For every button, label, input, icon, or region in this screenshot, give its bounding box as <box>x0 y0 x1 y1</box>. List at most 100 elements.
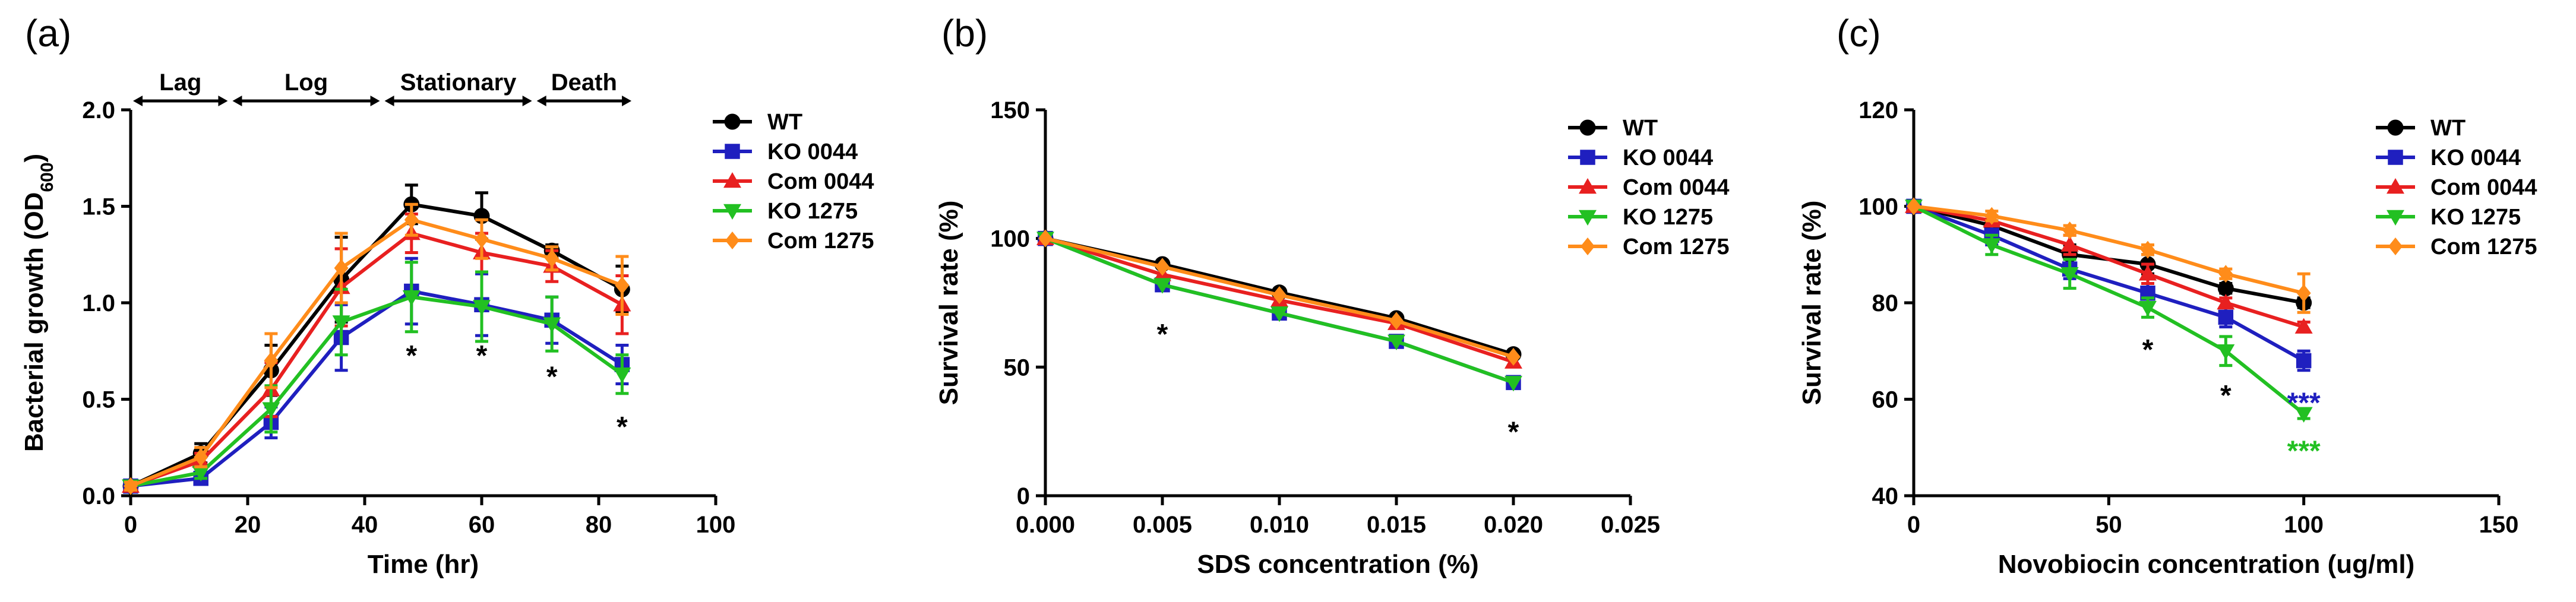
x-tick-label: 100 <box>696 512 736 538</box>
data-point <box>2218 309 2234 325</box>
data-point <box>2060 236 2079 252</box>
data-point <box>613 367 631 384</box>
x-tick-label: 80 <box>586 512 612 538</box>
significance-mark: * <box>546 362 558 393</box>
y-tick-label: 2.0 <box>82 97 115 123</box>
y-tick-label: 0 <box>1017 483 1030 509</box>
legend-marker <box>2387 210 2404 226</box>
y-axis-label: Bacterial growth (OD600) <box>20 154 57 452</box>
data-point <box>1506 348 1521 366</box>
data-point <box>1504 376 1522 392</box>
series-line <box>129 218 623 488</box>
legend-marker <box>725 144 740 159</box>
x-axis-label: SDS concentration (%) <box>1197 550 1478 579</box>
data-point <box>334 259 349 277</box>
series-com-1275 <box>1907 197 2311 314</box>
legend-label: KO 0044 <box>767 140 858 164</box>
legend-marker <box>1579 210 1597 226</box>
x-tick-label: 150 <box>2479 512 2519 538</box>
data-point <box>2294 318 2313 334</box>
significance-mark: * <box>617 411 628 443</box>
legend-marker <box>2388 150 2403 165</box>
growth-phases: Lag Log Stationary Death <box>133 69 632 106</box>
data-point <box>1984 207 1999 225</box>
legend: WT KO 0044 Com 0044 KO 1275 Com 1275 <box>713 110 874 254</box>
y-tick-label: 50 <box>1004 354 1031 381</box>
panel-letter: (b) <box>941 12 988 55</box>
phase-label: Log <box>285 69 328 96</box>
panel-letter: (c) <box>1837 12 1881 55</box>
x-tick-label: 20 <box>235 512 261 538</box>
legend-marker <box>1579 178 1597 194</box>
phase-label: Death <box>551 69 617 96</box>
data-point <box>545 249 560 268</box>
x-axis-label: Novobiocin concentration (ug/ml) <box>1998 550 2415 579</box>
data-point <box>2141 240 2155 259</box>
phase-arrow-head <box>384 96 394 106</box>
series-line <box>1913 204 2305 295</box>
data-point <box>124 477 138 495</box>
y-tick-label: 60 <box>1872 387 1899 413</box>
data-point <box>1389 312 1404 330</box>
data-point <box>194 448 208 466</box>
data-point <box>1038 229 1052 248</box>
data-point <box>404 211 419 229</box>
series-line <box>1913 204 2305 416</box>
y-tick-label: 40 <box>1872 483 1899 509</box>
legend-label: KO 1275 <box>2430 205 2521 230</box>
x-tick-label: 0 <box>1907 512 1920 538</box>
significance-mark: * <box>1508 417 1519 448</box>
series-line <box>1913 204 2305 329</box>
phase-arrow-head <box>370 96 380 106</box>
series-line <box>130 295 624 488</box>
legend-label: WT <box>1623 116 1658 141</box>
data-point <box>332 315 350 331</box>
y-tick-label: 80 <box>1872 290 1899 316</box>
legend-marker <box>2388 237 2403 255</box>
data-point <box>2062 221 2077 240</box>
x-tick-label: 60 <box>469 512 495 538</box>
data-point <box>2217 294 2235 310</box>
panel-a: (a) 0 20 40 60 80 100 0.0 0.5 1.0 1.5 2.0 Time (hr) B… <box>20 12 874 579</box>
legend-marker <box>2387 119 2404 136</box>
data-point <box>2139 265 2157 281</box>
legend: WT KO 0044 Com 0044 KO 1275 Com 1275 <box>1568 116 1730 259</box>
data-point <box>1907 197 1921 216</box>
legend-label: WT <box>767 110 802 135</box>
data-point <box>1387 334 1405 350</box>
y-tick-label: 150 <box>990 97 1030 123</box>
data-point <box>192 465 210 481</box>
legend-label: Com 0044 <box>767 169 874 194</box>
x-tick-label: 0.000 <box>1016 512 1075 538</box>
y-axis-label: Survival rate (%) <box>1797 201 1826 405</box>
data-point <box>475 230 489 248</box>
phase-label: Lag <box>159 69 201 96</box>
data-point <box>2217 280 2234 297</box>
y-tick-label: 120 <box>1858 97 1898 123</box>
x-tick-label: 100 <box>2284 512 2324 538</box>
y-tick-label: 1.0 <box>82 290 115 316</box>
legend-label: KO 1275 <box>1623 205 1713 230</box>
series-ko-0044 <box>1906 198 2312 372</box>
legend-label: KO 0044 <box>2430 145 2521 170</box>
data-point <box>1155 258 1170 276</box>
legend-label: KO 1275 <box>767 199 858 224</box>
x-tick-label: 40 <box>352 512 378 538</box>
phase-arrow-head <box>133 96 143 106</box>
x-axis-label: Time (hr) <box>368 550 479 579</box>
significance-mark: * <box>1157 319 1168 350</box>
data-point <box>262 402 280 418</box>
significance-mark: *** <box>2287 436 2321 467</box>
significance-mark: * <box>406 340 417 372</box>
data-point <box>2217 344 2235 360</box>
data-point <box>2294 407 2313 423</box>
legend-marker <box>1579 119 1596 136</box>
y-axis-label: Survival rate (%) <box>934 201 963 405</box>
x-tick-label: 0.005 <box>1133 512 1192 538</box>
legend-marker <box>723 204 741 220</box>
series-com-1275 <box>1038 229 1521 366</box>
data-point <box>2296 353 2312 369</box>
significance-mark: * <box>476 340 488 372</box>
data-point <box>2139 300 2157 317</box>
